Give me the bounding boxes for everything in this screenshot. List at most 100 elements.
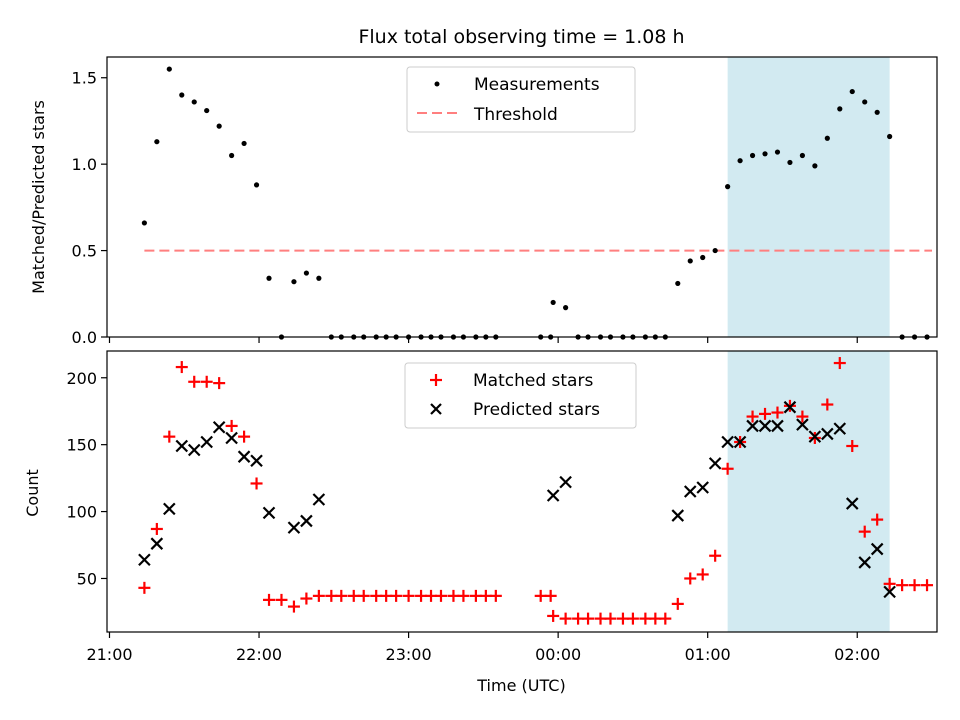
- measurement-point: [166, 66, 172, 72]
- matched-star-point: [671, 597, 684, 610]
- matched-star-point: [150, 522, 163, 535]
- measurement-point: [216, 123, 222, 129]
- measurement-point: [887, 133, 893, 140]
- matched-star-point: [759, 407, 772, 420]
- measurement-point: [749, 152, 756, 159]
- count-xtick-label: 23:00: [386, 645, 432, 664]
- predicted-star-point: [746, 419, 759, 433]
- matched-star-point: [357, 589, 370, 602]
- predicted-star-point: [808, 430, 822, 443]
- matched-star-point: [225, 419, 238, 432]
- matched-star-point: [300, 592, 313, 605]
- legend-threshold-label: Threshold: [473, 105, 558, 125]
- predicted-star-point: [858, 556, 871, 569]
- measurement-point: [563, 305, 569, 311]
- matched-star-point: [238, 430, 251, 443]
- predicted-star-point: [287, 521, 301, 534]
- predicted-star-points: [138, 400, 896, 599]
- matched-star-point: [833, 357, 846, 370]
- predicted-star-point: [200, 435, 213, 449]
- matched-star-point: [200, 375, 213, 388]
- count-legend: Matched stars Predicted stars: [404, 362, 637, 429]
- count-panel-shaded-region: [727, 351, 890, 632]
- predicted-star-point: [708, 457, 722, 470]
- predicted-star-point: [237, 450, 251, 463]
- legend-predicted-label: Predicted stars: [473, 400, 600, 420]
- measurement-point: [874, 109, 880, 115]
- count-xtick-label: 22:00: [236, 645, 282, 664]
- predicted-star-point: [546, 489, 560, 502]
- count-ytick-label: 150: [66, 436, 97, 455]
- matched-star-point: [684, 572, 697, 585]
- count-xtick-label: 02:00: [834, 645, 880, 664]
- matched-star-point: [858, 525, 871, 538]
- measurement-point: [862, 99, 868, 105]
- matched-star-point: [390, 589, 403, 602]
- matched-star-point: [921, 579, 934, 592]
- measurement-point: [266, 275, 272, 281]
- measurement-point: [712, 247, 718, 254]
- matched-star-point: [896, 579, 909, 592]
- measurement-point: [687, 258, 693, 264]
- matched-star-point: [175, 361, 188, 374]
- legend-matched-marker: [430, 374, 442, 386]
- measurement-point: [774, 149, 781, 155]
- matched-star-point: [250, 477, 263, 490]
- measurement-point: [812, 163, 818, 169]
- matched-star-point: [582, 612, 595, 625]
- count-x-ticks: 21:00 22:00 23:00 00:00 01:00 02:00: [86, 632, 880, 664]
- predicted-star-point: [783, 400, 797, 414]
- measurement-point: [141, 220, 147, 226]
- matched-star-point: [402, 589, 415, 602]
- matched-star-point: [138, 581, 151, 594]
- count-y-ticks: 50 100 150 200: [66, 369, 107, 588]
- predicted-star-point: [683, 485, 697, 498]
- matched-star-point: [287, 600, 300, 613]
- matched-star-point: [213, 377, 226, 390]
- predicted-star-point: [187, 443, 201, 457]
- matched-star-point: [263, 593, 276, 606]
- ratio-legend: Measurements Threshold: [406, 66, 636, 133]
- matched-star-point: [771, 406, 784, 419]
- ratio-legend-box: [406, 66, 636, 133]
- measurement-point: [762, 151, 768, 157]
- predicted-star-point: [883, 585, 896, 599]
- matched-star-point: [547, 609, 560, 622]
- ratio-ytick-label: 1.0: [72, 155, 97, 174]
- matched-star-point: [871, 513, 884, 526]
- matched-star-point: [883, 577, 896, 590]
- matched-star-points: [138, 357, 934, 625]
- matched-star-point: [188, 375, 201, 388]
- predicted-star-point: [845, 497, 859, 510]
- matched-star-point: [604, 612, 617, 625]
- count-legend-box: [404, 362, 637, 429]
- x-axis-label: Time (UTC): [476, 676, 565, 695]
- predicted-star-point: [796, 418, 809, 431]
- predicted-star-point: [150, 537, 164, 550]
- measurement-point: [550, 299, 556, 306]
- predicted-star-point: [262, 506, 276, 520]
- ratio-panel: 0.0 0.5 1.0 1.5 Matched/Predicted stars Mea…: [29, 56, 938, 347]
- measurement-point: [303, 270, 309, 276]
- measurement-point: [229, 152, 235, 159]
- measurement-point: [700, 254, 706, 261]
- measurement-point: [241, 140, 247, 147]
- measurement-point: [837, 106, 843, 112]
- predicted-star-point: [138, 553, 151, 567]
- predicted-star-point: [733, 435, 747, 449]
- ratio-ytick-label: 0.0: [72, 328, 97, 347]
- predicted-star-point: [250, 454, 263, 468]
- predicted-star-point: [833, 422, 847, 435]
- count-panel: 50 100 150 200 21:00 22:00 23:00 00:00 01:00 02:…: [23, 350, 938, 695]
- predicted-star-point: [225, 431, 238, 445]
- predicted-star-point: [312, 493, 326, 506]
- matched-star-point: [544, 589, 557, 602]
- matched-star-point: [626, 612, 639, 625]
- measurement-point: [725, 184, 731, 190]
- measurement-point: [204, 107, 210, 114]
- matched-star-point: [821, 398, 834, 411]
- measurement-point: [799, 152, 806, 159]
- ratio-x-ticks: [108, 337, 858, 343]
- matched-star-point: [335, 589, 348, 602]
- predicted-star-point: [870, 542, 884, 556]
